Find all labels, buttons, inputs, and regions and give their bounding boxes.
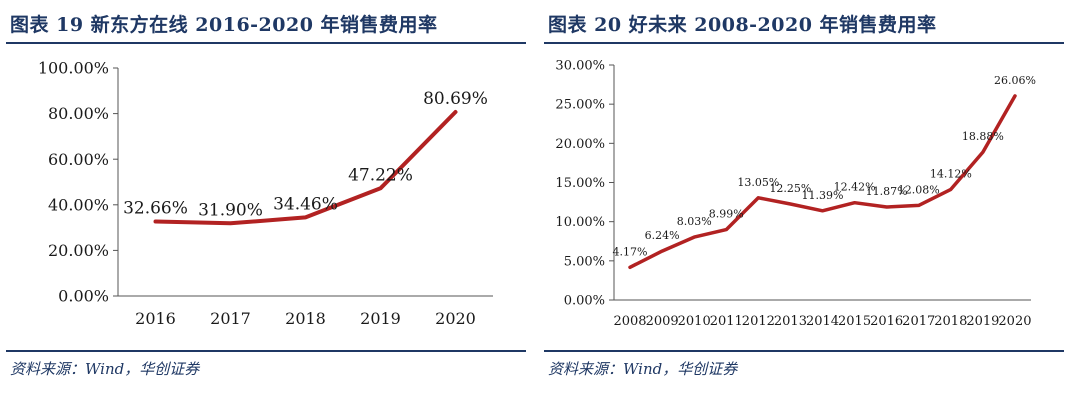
right-x-tick-label: 2018	[934, 314, 967, 329]
right-data-label: 8.03%	[677, 215, 712, 228]
right-data-label: 11.87%	[866, 185, 908, 198]
left-chart-panel: 图表 19 新东方在线 2016-2020 年销售费用率 0.00% 20.00%…	[6, 0, 526, 400]
left-x-tick-label: 2020	[435, 309, 476, 328]
right-x-tick-label: 2013	[774, 314, 807, 329]
left-title-rule	[6, 42, 526, 44]
right-x-tick-label: 2014	[806, 314, 839, 329]
left-chart-title: 图表 19 新东方在线 2016-2020 年销售费用率	[10, 14, 438, 36]
right-y-tick-label: 15.00%	[555, 176, 605, 191]
right-x-tick-label: 2011	[710, 314, 743, 329]
right-x-tick-label: 2012	[742, 314, 775, 329]
left-y-tick-label: 20.00%	[48, 241, 109, 260]
left-x-tick-label: 2017	[210, 309, 251, 328]
right-source-note: 资料来源：Wind，华创证券	[548, 360, 738, 378]
left-data-label: 32.66%	[123, 199, 188, 219]
right-y-tick-label: 20.00%	[555, 137, 605, 152]
right-x-tick-label: 2015	[838, 314, 871, 329]
left-y-tick-label: 100.00%	[38, 59, 109, 78]
left-source-rule	[6, 350, 526, 352]
right-chart-title: 图表 20 好未来 2008-2020 年销售费用率	[548, 14, 937, 36]
right-source-rule	[544, 350, 1064, 352]
left-y-tick-label: 40.00%	[48, 195, 109, 214]
right-data-label: 11.39%	[802, 189, 844, 202]
right-x-tick-label: 2008	[613, 314, 646, 329]
left-data-label: 34.46%	[273, 194, 338, 214]
right-data-label: 26.06%	[994, 74, 1036, 87]
left-data-label: 47.22%	[348, 165, 413, 185]
right-chart-panel: 图表 20 好未来 2008-2020 年销售费用率 0.00% 5.00% 10.…	[544, 0, 1064, 400]
left-y-tick-label: 60.00%	[48, 150, 109, 169]
right-y-tick-label: 30.00%	[555, 59, 605, 74]
right-x-tick-label: 2020	[998, 314, 1031, 329]
right-data-label: 14.12%	[930, 167, 972, 180]
left-data-label: 31.90%	[198, 200, 263, 220]
right-x-tick-label: 2017	[902, 314, 935, 329]
right-x-tick-label: 2009	[646, 314, 679, 329]
left-x-tick-label: 2016	[135, 309, 176, 328]
right-y-tick-label: 25.00%	[555, 98, 605, 113]
left-x-tick-label: 2019	[360, 309, 401, 328]
right-data-label: 12.08%	[898, 183, 940, 196]
right-y-tick-label: 10.00%	[555, 215, 605, 230]
left-y-tick-label: 80.00%	[48, 104, 109, 123]
left-y-tick-label: 0.00%	[58, 287, 109, 306]
left-data-label: 80.69%	[423, 89, 488, 109]
left-x-tick-label: 2018	[285, 309, 326, 328]
right-title-rule	[544, 42, 1064, 44]
right-data-label: 12.25%	[769, 182, 811, 195]
right-line-chart: 0.00% 5.00% 10.00% 15.00% 20.00% 25.00% 30.00%…	[555, 59, 1036, 329]
left-line-chart: 0.00% 20.00% 40.00% 60.00% 80.00% 100.00% 2016…	[38, 59, 493, 328]
left-series-line	[153, 110, 458, 226]
right-x-tick-label: 2016	[870, 314, 903, 329]
right-data-label: 18.88%	[962, 130, 1004, 143]
right-y-tick-label: 5.00%	[564, 254, 605, 269]
right-data-label: 8.99%	[709, 208, 744, 221]
right-series-line	[628, 94, 1017, 270]
right-data-label: 4.17%	[613, 245, 648, 258]
right-data-label: 12.42%	[834, 181, 876, 194]
right-x-tick-label: 2010	[678, 314, 711, 329]
left-source-note: 资料来源：Wind，华创证券	[10, 360, 200, 378]
right-y-tick-label: 0.00%	[564, 294, 605, 309]
right-data-label: 13.05%	[737, 176, 779, 189]
right-x-tick-label: 2019	[966, 314, 999, 329]
right-data-label: 6.24%	[645, 229, 680, 242]
